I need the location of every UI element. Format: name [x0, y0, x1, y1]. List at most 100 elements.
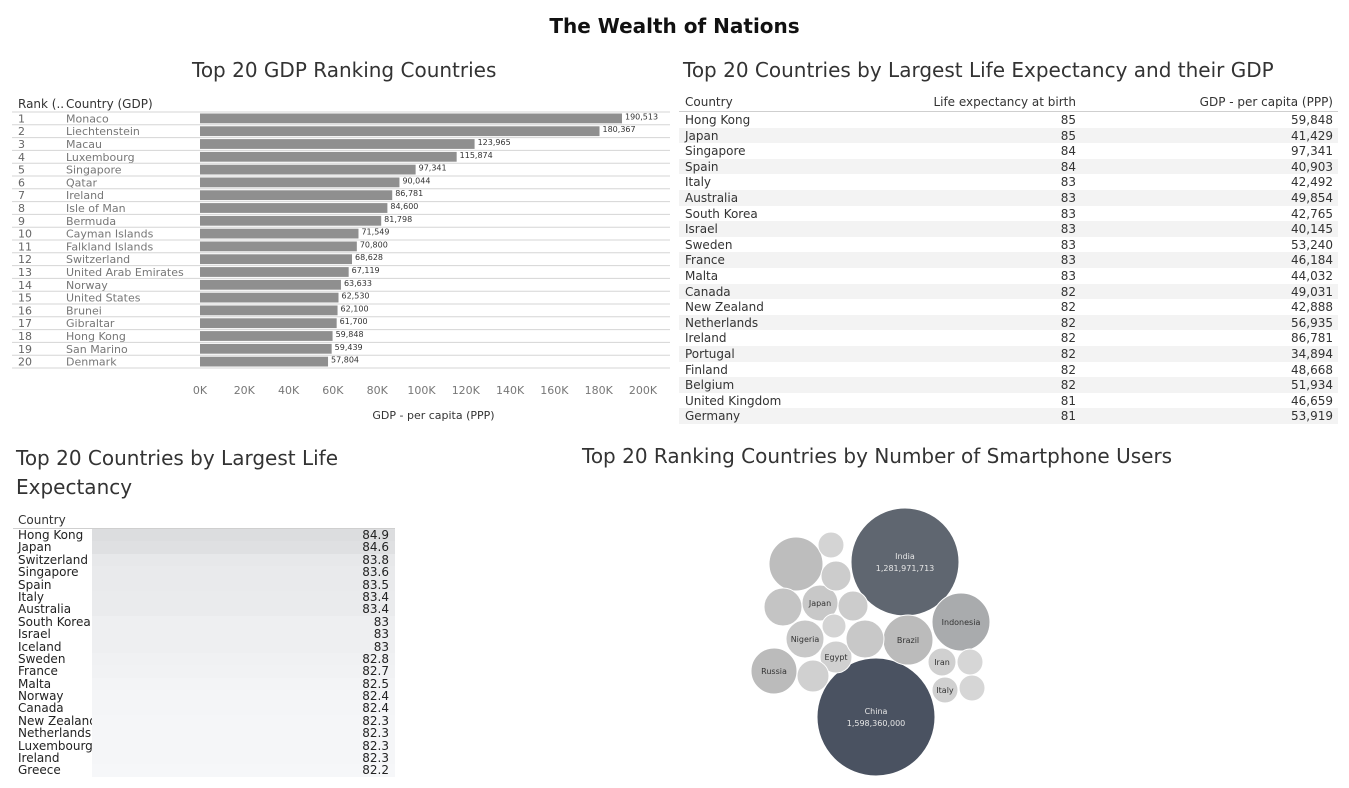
life-table-value-cell[interactable]: 82.7 — [92, 664, 395, 678]
smartphone-bubble-chart[interactable]: China 1,598,360,000 India 1,281,971,713 Indo… — [700, 500, 1030, 785]
bubble-circle[interactable] — [958, 674, 986, 702]
gdp-bar[interactable] — [200, 203, 388, 213]
bubble-unlabeled[interactable] — [821, 613, 847, 639]
bubble-egypt[interactable]: Egypt — [819, 640, 853, 674]
bubble-circle[interactable] — [817, 531, 845, 559]
table-row[interactable]: Spain 84 40,903 — [679, 158, 1338, 175]
gdp-bar[interactable] — [200, 254, 353, 265]
gdp-bar[interactable] — [200, 318, 337, 329]
life-table-row[interactable]: Japan 84.6 — [13, 540, 395, 554]
life-table-row[interactable]: France 82.7 — [13, 664, 395, 678]
bubble-circle[interactable] — [820, 560, 852, 592]
life-table-value-cell[interactable]: 82.3 — [92, 726, 395, 740]
table-row[interactable]: Singapore 84 97,341 — [679, 143, 1338, 159]
life-table-row[interactable]: Luxembourg 82.3 — [13, 739, 395, 753]
life-table-row[interactable]: Australia 83.4 — [13, 602, 395, 616]
country-column-header[interactable]: Country (GDP) — [66, 97, 153, 111]
bubble-unlabeled[interactable] — [796, 659, 830, 693]
gdp-bar[interactable] — [200, 113, 622, 124]
life-table-row[interactable]: Switzerland 83.8 — [13, 553, 395, 567]
gdp-bar[interactable] — [200, 356, 329, 367]
bubble-circle[interactable] — [816, 657, 936, 777]
life-table-value-cell[interactable]: 83.8 — [92, 553, 395, 567]
gdp-bar[interactable] — [200, 177, 400, 188]
life-table-row[interactable]: Greece 82.2 — [13, 763, 395, 777]
bubble-unlabeled[interactable] — [837, 590, 869, 622]
life-table-row[interactable]: Norway 82.4 — [13, 689, 395, 703]
table-row[interactable]: Finland 82 48,668 — [679, 361, 1338, 378]
table-row[interactable]: United Kingdom 81 46,659 — [679, 392, 1338, 409]
life-table-value-cell[interactable]: 82.3 — [92, 714, 395, 728]
gdp-bar[interactable] — [200, 292, 339, 303]
table-row[interactable]: Malta 83 44,032 — [679, 267, 1338, 284]
life-table-row[interactable]: Singapore 83.6 — [13, 565, 395, 579]
gdp-bar[interactable] — [200, 228, 359, 239]
life-table-row[interactable]: Italy 83.4 — [13, 590, 395, 604]
bubble-italy[interactable]: Italy — [931, 676, 959, 704]
life-table-row[interactable]: Sweden 82.8 — [13, 652, 395, 666]
life-table-value-cell[interactable]: 82.3 — [92, 739, 395, 753]
bubble-unlabeled[interactable] — [820, 560, 852, 592]
table-row[interactable]: New Zealand 82 42,888 — [679, 299, 1338, 315]
table-row[interactable]: Belgium 82 51,934 — [679, 377, 1338, 393]
life-table-value-cell[interactable]: 82.4 — [92, 689, 395, 703]
bubble-unlabeled[interactable] — [817, 531, 845, 559]
life-table-value-cell[interactable]: 83.4 — [92, 602, 395, 616]
table-row[interactable]: Canada 82 49,031 — [679, 283, 1338, 300]
bubble-unlabeled[interactable] — [958, 674, 986, 702]
bubble-russia[interactable]: Russia — [750, 647, 798, 695]
life-table-value-cell[interactable]: 83.6 — [92, 565, 395, 579]
table-header-gdp[interactable]: GDP - per capita (PPP) — [1199, 95, 1333, 109]
bubble-circle[interactable] — [819, 640, 853, 674]
life-table-row[interactable]: New Zealand 82.3 — [13, 714, 395, 728]
life-table-value-cell[interactable]: 84.9 — [92, 528, 395, 542]
life-table-header-country[interactable]: Country — [18, 513, 66, 527]
life-table-value-cell[interactable]: 82.4 — [92, 701, 395, 715]
bubble-circle[interactable] — [931, 676, 959, 704]
bubble-circle[interactable] — [927, 647, 957, 677]
gdp-bar[interactable] — [200, 126, 600, 137]
bubble-circle[interactable] — [845, 619, 885, 659]
life-table-row[interactable]: Ireland 82.3 — [13, 751, 395, 765]
rank-column-header[interactable]: Rank (.. — [18, 97, 65, 111]
table-row[interactable]: Israel 83 40,145 — [679, 221, 1338, 237]
gdp-bar[interactable] — [200, 164, 416, 175]
gdp-bar[interactable] — [200, 267, 349, 277]
bubble-unlabeled[interactable] — [956, 648, 984, 676]
bubble-circle[interactable] — [796, 659, 830, 693]
gdp-bar[interactable] — [200, 139, 475, 149]
table-row[interactable]: Portugal 82 34,894 — [679, 345, 1338, 362]
life-table-value-cell[interactable]: 82.3 — [92, 751, 395, 765]
table-row[interactable]: Japan 85 41,429 — [679, 127, 1338, 144]
bubble-indonesia[interactable]: Indonesia — [931, 592, 991, 652]
gdp-bar[interactable] — [200, 241, 357, 252]
life-table-value-cell[interactable]: 83 — [92, 640, 395, 654]
life-table-row[interactable]: Spain 83.5 — [13, 578, 395, 592]
bubble-circle[interactable] — [785, 619, 825, 659]
gdp-bar[interactable] — [200, 190, 393, 201]
table-header-country[interactable]: Country — [685, 95, 733, 109]
bubble-circle[interactable] — [837, 590, 869, 622]
gdp-bar[interactable] — [200, 151, 457, 162]
table-row[interactable]: Ireland 82 86,781 — [679, 330, 1338, 346]
table-row[interactable]: Hong Kong 85 59,848 — [679, 112, 1338, 128]
bubble-iran[interactable]: Iran — [927, 647, 957, 677]
life-table-value-cell[interactable]: 82.2 — [92, 763, 395, 777]
bubble-china[interactable]: China 1,598,360,000 — [816, 657, 936, 777]
life-table-value-cell[interactable]: 83 — [92, 627, 395, 641]
bubble-brazil[interactable]: Brazil — [882, 614, 934, 666]
gdp-bar[interactable] — [200, 215, 382, 226]
bubble-circle[interactable] — [931, 592, 991, 652]
gdp-bar[interactable] — [200, 331, 333, 341]
life-table-value-cell[interactable]: 84.6 — [92, 540, 395, 554]
gdp-bar[interactable] — [200, 279, 341, 290]
bubble-circle[interactable] — [821, 613, 847, 639]
life-table-row[interactable]: Canada 82.4 — [13, 701, 395, 715]
table-row[interactable]: France 83 46,184 — [679, 252, 1338, 268]
bubble-unlabeled[interactable] — [845, 619, 885, 659]
table-row[interactable]: Australia 83 49,854 — [679, 189, 1338, 206]
life-table-row[interactable]: Hong Kong 84.9 — [13, 528, 395, 542]
gdp-bar[interactable] — [200, 343, 332, 354]
table-row[interactable]: Netherlands 82 56,935 — [679, 314, 1338, 331]
life-table-row[interactable]: Netherlands 82.3 — [13, 726, 395, 740]
